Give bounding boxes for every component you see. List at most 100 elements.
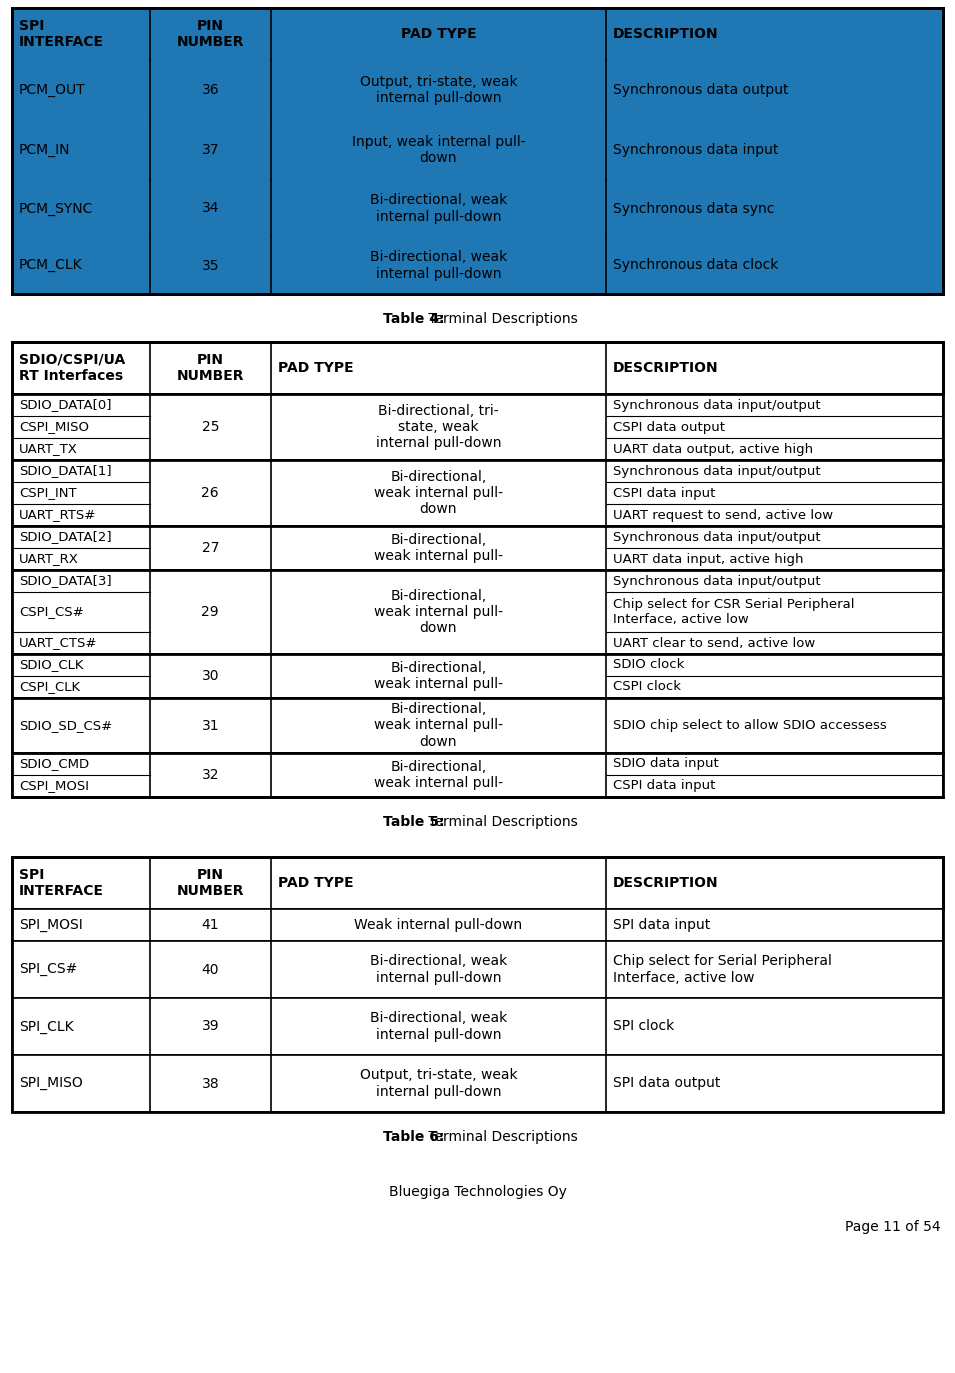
Text: Bi-directional,
weak internal pull-: Bi-directional, weak internal pull-	[374, 533, 503, 563]
Text: CSPI_MISO: CSPI_MISO	[19, 420, 89, 434]
Text: PIN
NUMBER: PIN NUMBER	[177, 868, 244, 898]
Bar	[12, 697, 943, 752]
Text: Output, tri-state, weak
internal pull-down: Output, tri-state, weak internal pull-do…	[360, 76, 518, 106]
Text: Table 5:: Table 5:	[383, 816, 444, 829]
Text: PAD TYPE: PAD TYPE	[400, 27, 477, 41]
Text: UART data input, active high: UART data input, active high	[613, 552, 803, 566]
Text: Synchronous data input/output: Synchronous data input/output	[613, 530, 820, 544]
Text: Terminal Descriptions: Terminal Descriptions	[424, 312, 578, 325]
Text: CSPI data output: CSPI data output	[613, 420, 725, 434]
Bar	[12, 342, 943, 394]
Text: Synchronous data clock: Synchronous data clock	[613, 258, 778, 272]
Bar	[12, 238, 943, 294]
Text: PAD TYPE: PAD TYPE	[278, 361, 353, 375]
Text: Bi-directional,
weak internal pull-
down: Bi-directional, weak internal pull- down	[374, 703, 503, 748]
Text: SPI_MOSI: SPI_MOSI	[19, 919, 83, 932]
Text: Synchronous data output: Synchronous data output	[613, 82, 789, 97]
Bar	[12, 119, 943, 180]
Bar	[12, 526, 943, 570]
Text: Synchronous data input/output: Synchronous data input/output	[613, 398, 820, 412]
Text: Bi-directional,
weak internal pull-
down: Bi-directional, weak internal pull- down	[374, 470, 503, 516]
Text: Bi-directional,
weak internal pull-
down: Bi-directional, weak internal pull- down	[374, 589, 503, 636]
Text: PCM_IN: PCM_IN	[19, 143, 71, 157]
Text: SDIO_DATA[1]: SDIO_DATA[1]	[19, 464, 112, 478]
Bar	[12, 180, 943, 238]
Text: 30: 30	[202, 669, 219, 682]
Bar	[12, 394, 943, 460]
Text: SDIO/CSPI/UA
RT Interfaces: SDIO/CSPI/UA RT Interfaces	[19, 353, 125, 383]
Text: DESCRIPTION: DESCRIPTION	[613, 27, 718, 41]
Text: SDIO_DATA[3]: SDIO_DATA[3]	[19, 574, 112, 588]
Text: SDIO chip select to allow SDIO accessess: SDIO chip select to allow SDIO accessess	[613, 719, 887, 732]
Text: Synchronous data input/output: Synchronous data input/output	[613, 464, 820, 478]
Bar	[12, 570, 943, 654]
Bar	[12, 857, 943, 1112]
Text: SDIO_CMD: SDIO_CMD	[19, 758, 89, 770]
Text: 37: 37	[202, 143, 219, 157]
Text: 25: 25	[202, 420, 219, 434]
Text: 40: 40	[202, 962, 219, 976]
Text: UART_TX: UART_TX	[19, 442, 78, 456]
Text: Synchronous data input/output: Synchronous data input/output	[613, 574, 820, 588]
Text: Bi-directional, weak
internal pull-down: Bi-directional, weak internal pull-down	[370, 194, 507, 224]
Text: Page 11 of 54: Page 11 of 54	[845, 1221, 941, 1234]
Bar	[12, 8, 943, 294]
Text: CSPI clock: CSPI clock	[613, 681, 681, 693]
Text: UART_RTS#: UART_RTS#	[19, 508, 96, 522]
Text: Table 4:: Table 4:	[383, 312, 444, 325]
Text: Table 6:: Table 6:	[383, 1130, 444, 1144]
Bar	[12, 654, 943, 697]
Text: 36: 36	[202, 82, 219, 97]
Text: 32: 32	[202, 768, 219, 783]
Text: Bi-directional, weak
internal pull-down: Bi-directional, weak internal pull-down	[370, 954, 507, 984]
Text: Synchronous data sync: Synchronous data sync	[613, 202, 775, 216]
Text: SPI
INTERFACE: SPI INTERFACE	[19, 19, 104, 49]
Text: Bi-directional,
weak internal pull-: Bi-directional, weak internal pull-	[374, 759, 503, 789]
Bar	[12, 60, 943, 119]
Text: SPI data input: SPI data input	[613, 919, 711, 932]
Text: Chip select for Serial Peripheral
Interface, active low: Chip select for Serial Peripheral Interf…	[613, 954, 832, 984]
Text: Bi-directional, tri-
state, weak
internal pull-down: Bi-directional, tri- state, weak interna…	[375, 404, 501, 450]
Text: Bi-directional,
weak internal pull-: Bi-directional, weak internal pull-	[374, 660, 503, 691]
Text: SDIO_CLK: SDIO_CLK	[19, 659, 83, 671]
Text: PCM_OUT: PCM_OUT	[19, 82, 86, 97]
Text: SPI data output: SPI data output	[613, 1076, 720, 1090]
Text: CSPI data input: CSPI data input	[613, 780, 715, 792]
Text: PIN
NUMBER: PIN NUMBER	[177, 353, 244, 383]
Text: UART data output, active high: UART data output, active high	[613, 442, 813, 456]
Text: 27: 27	[202, 541, 219, 555]
Text: CSPI_MOSI: CSPI_MOSI	[19, 780, 89, 792]
Text: PCM_SYNC: PCM_SYNC	[19, 202, 94, 216]
Text: SPI
INTERFACE: SPI INTERFACE	[19, 868, 104, 898]
Text: 29: 29	[202, 605, 219, 619]
Text: 35: 35	[202, 258, 219, 272]
Bar	[12, 998, 943, 1054]
Text: SDIO_SD_CS#: SDIO_SD_CS#	[19, 719, 113, 732]
Text: SPI_MISO: SPI_MISO	[19, 1076, 83, 1090]
Bar	[12, 460, 943, 526]
Bar	[12, 8, 943, 294]
Text: Bi-directional, weak
internal pull-down: Bi-directional, weak internal pull-down	[370, 250, 507, 280]
Text: SDIO data input: SDIO data input	[613, 758, 719, 770]
Text: SPI_CS#: SPI_CS#	[19, 962, 77, 976]
Text: 26: 26	[202, 486, 219, 500]
Text: SDIO clock: SDIO clock	[613, 659, 685, 671]
Text: DESCRIPTION: DESCRIPTION	[613, 361, 718, 375]
Text: 31: 31	[202, 718, 219, 733]
Text: 39: 39	[202, 1020, 219, 1034]
Text: CSPI_INT: CSPI_INT	[19, 486, 76, 500]
Text: Output, tri-state, weak
internal pull-down: Output, tri-state, weak internal pull-do…	[360, 1068, 518, 1098]
Bar	[12, 1054, 943, 1112]
Text: CSPI_CLK: CSPI_CLK	[19, 681, 80, 693]
Text: 38: 38	[202, 1076, 219, 1090]
Text: Terminal Descriptions: Terminal Descriptions	[424, 816, 578, 829]
Text: SDIO_DATA[2]: SDIO_DATA[2]	[19, 530, 112, 544]
Text: UART clear to send, active low: UART clear to send, active low	[613, 637, 816, 649]
Text: PAD TYPE: PAD TYPE	[278, 876, 353, 890]
Text: Synchronous data input: Synchronous data input	[613, 143, 778, 157]
Text: CSPI data input: CSPI data input	[613, 486, 715, 500]
Text: PCM_CLK: PCM_CLK	[19, 258, 83, 272]
Bar	[12, 752, 943, 796]
Bar	[12, 857, 943, 909]
Text: DESCRIPTION: DESCRIPTION	[613, 876, 718, 890]
